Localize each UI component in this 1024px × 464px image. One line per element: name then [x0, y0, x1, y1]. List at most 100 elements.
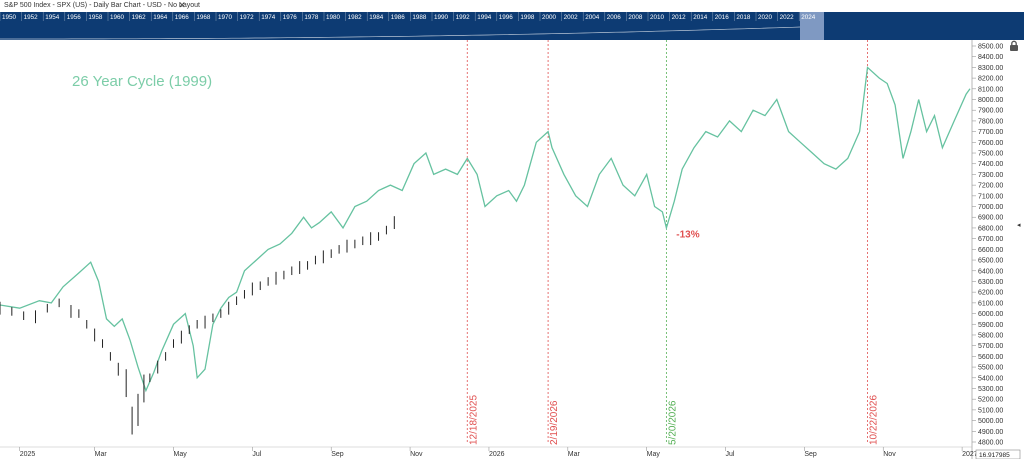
navigator-year-label: 1966: [175, 14, 190, 21]
y-tick-label: 6500.00: [978, 258, 1003, 265]
navigator-year-label: 2006: [607, 14, 622, 21]
navigator-year-label: 1984: [369, 14, 384, 21]
y-tick-label: 6900.00: [978, 215, 1003, 222]
navigator-year-label: 1956: [67, 14, 82, 21]
navigator-year-label: 2014: [693, 14, 708, 21]
y-tick-label: 7200.00: [978, 183, 1003, 190]
navigator-year-label: 1976: [283, 14, 298, 21]
scroll-handle-icon[interactable]: ◂: [1017, 222, 1021, 229]
y-tick-label: 4800.00: [978, 440, 1003, 447]
y-tick-label: 5800.00: [978, 332, 1003, 339]
navigator-year-label: 2012: [672, 14, 687, 21]
y-tick-label: 8200.00: [978, 76, 1003, 83]
x-tick-label: May: [647, 451, 661, 458]
y-tick-label: 6400.00: [978, 268, 1003, 275]
y-tick-label: 4900.00: [978, 429, 1003, 436]
navigator-year-label: 2010: [650, 14, 665, 21]
close-icon[interactable]: ✕: [178, 0, 186, 10]
navigator-year-label: 1998: [520, 14, 535, 21]
navigator-year-label: 2002: [564, 14, 579, 21]
navigator-svg: 1950 1952 1954 1956 1958 1960 1962 1964 1966 1968…: [0, 12, 824, 40]
y-tick-label: 5600.00: [978, 354, 1003, 361]
navigator-year-label: 1954: [45, 14, 60, 21]
navigator-year-label: 1982: [348, 14, 363, 21]
chart-svg: 4800.00 4900.00 5000.00 5100.00 5200.00 5300.…: [0, 40, 1021, 460]
y-tick-label: 7000.00: [978, 204, 1003, 211]
marker-date-label: 12/18/2025: [468, 395, 479, 445]
chart-title: 26 Year Cycle (1999): [72, 73, 212, 90]
cycle-series-line: [0, 66, 971, 393]
y-tick-label: 7800.00: [978, 118, 1003, 125]
navigator-year-label: 1962: [132, 14, 147, 21]
x-tick-label: Jul: [726, 451, 735, 458]
marker-date-label: 10/22/2026: [868, 395, 879, 445]
y-tick-label: 5100.00: [978, 407, 1003, 414]
x-tick-label: 2026: [489, 451, 505, 458]
navigator-year-label: 2008: [628, 14, 643, 21]
navigator-year-label: 1992: [456, 14, 471, 21]
y-tick-label: 5000.00: [978, 418, 1003, 425]
navigator-year-label: 1980: [326, 14, 341, 21]
x-tick-label: May: [173, 451, 187, 458]
y-tick-label: 5700.00: [978, 343, 1003, 350]
marker-date-label: 2/19/2026: [549, 400, 560, 445]
marker-date-label: 5/20/2026: [667, 400, 678, 445]
x-tick-label: Sep: [804, 451, 817, 458]
navigator-year-label: 1996: [499, 14, 514, 21]
x-tick-label: Jul: [252, 451, 261, 458]
navigator-year-label: 1990: [434, 14, 449, 21]
price-label: 16.917985: [975, 449, 1021, 460]
y-tick-label: 7700.00: [978, 129, 1003, 136]
navigator-year-label: 1974: [261, 14, 276, 21]
navigator-year-label: 2016: [715, 14, 730, 21]
x-tick-label: Mar: [95, 451, 108, 458]
window-title: S&P 500 Index - SPX (US) - Daily Bar Cha…: [4, 2, 200, 9]
navigator-year-label: 1988: [412, 14, 427, 21]
y-tick-label: 7900.00: [978, 108, 1003, 115]
y-tick-label: 5300.00: [978, 386, 1003, 393]
navigator-year-label: 1970: [218, 14, 233, 21]
y-tick-label: 6700.00: [978, 236, 1003, 243]
navigator-year-label: 1986: [391, 14, 406, 21]
y-tick-label: 6300.00: [978, 279, 1003, 286]
navigator-year-label: 2020: [758, 14, 773, 21]
navigator-year-label: 2018: [736, 14, 751, 21]
price-label-text: 16.917985: [979, 452, 1010, 459]
y-tick-label: 7600.00: [978, 140, 1003, 147]
x-tick-label: 2025: [20, 451, 36, 458]
navigator-year-label: 1958: [88, 14, 103, 21]
drawdown-annotation: -13%: [676, 230, 699, 241]
navigator-year-label: 2004: [585, 14, 600, 21]
y-tick-label: 5400.00: [978, 375, 1003, 382]
y-tick-label: 7300.00: [978, 172, 1003, 179]
navigator-year-label: 1994: [477, 14, 492, 21]
navigator-year-label: 1950: [2, 14, 17, 21]
window-title-bar: S&P 500 Index - SPX (US) - Daily Bar Cha…: [0, 0, 1024, 12]
navigator-year-label: 1978: [304, 14, 319, 21]
y-tick-label: 5200.00: [978, 397, 1003, 404]
y-tick-label: 6800.00: [978, 225, 1003, 232]
navigator-year-label: 1960: [110, 14, 125, 21]
navigator-year-label: 1952: [24, 14, 39, 21]
navigator-year-label: 1964: [153, 14, 168, 21]
chart-area[interactable]: 4800.00 4900.00 5000.00 5100.00 5200.00 5300.…: [0, 40, 1024, 460]
navigator-year-label: 1968: [196, 14, 211, 21]
navigator-year-label: 1972: [240, 14, 255, 21]
x-tick-label: Mar: [568, 451, 581, 458]
navigator-year-label: 2022: [780, 14, 795, 21]
y-tick-label: 7400.00: [978, 161, 1003, 168]
navigator-strip[interactable]: 1950 1952 1954 1956 1958 1960 1962 1964 1966 1968…: [0, 12, 1024, 40]
y-tick-label: 8100.00: [978, 86, 1003, 93]
x-tick-label: Nov: [410, 451, 423, 458]
y-tick-label: 5500.00: [978, 365, 1003, 372]
y-tick-label: 6200.00: [978, 290, 1003, 297]
x-tick-label: Nov: [883, 451, 896, 458]
y-tick-label: 6600.00: [978, 247, 1003, 254]
lock-icon[interactable]: [1008, 40, 1020, 52]
navigator-year-label: 2024: [801, 14, 816, 21]
spx-series: [0, 216, 395, 435]
y-tick-label: 7500.00: [978, 151, 1003, 158]
x-tick-label: 2027: [962, 451, 978, 458]
navigator-selection: [800, 12, 824, 40]
y-tick-label: 8000.00: [978, 97, 1003, 104]
